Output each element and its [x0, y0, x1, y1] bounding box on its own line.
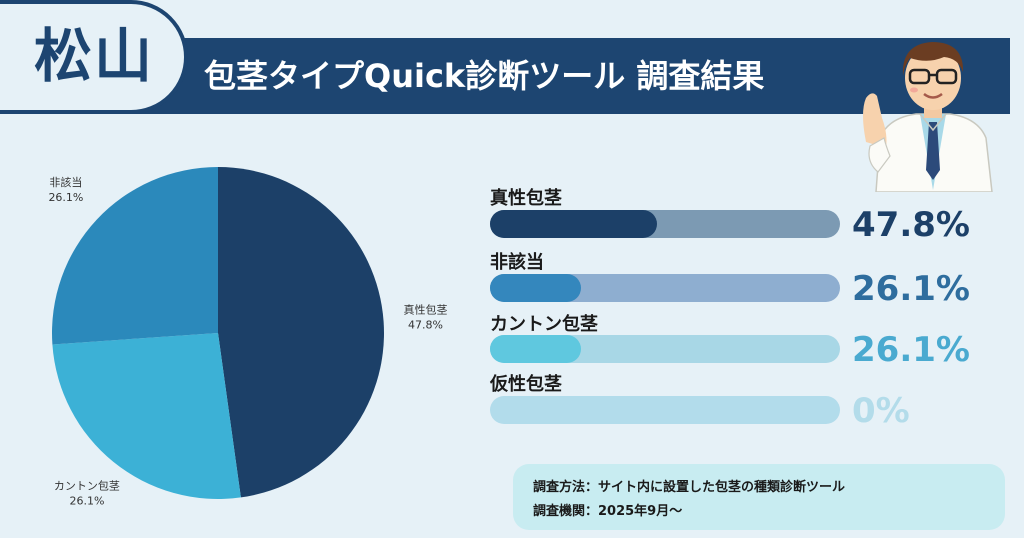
bar-value-shinsei: 47.8% — [852, 205, 970, 245]
slice-shinsei — [218, 167, 384, 498]
bar-label-higaitou: 非該当 — [490, 252, 544, 273]
bar-label-shinsei: 真性包茎 — [490, 188, 562, 209]
bar-value-higaitou: 26.1% — [852, 269, 970, 309]
bar-value-kanton: 26.1% — [852, 330, 970, 370]
bar-label-kanton: カントン包茎 — [490, 314, 598, 335]
survey-method-text: 調査方法：サイト内に設置した包茎の種類診断ツール — [533, 480, 846, 495]
bar-fill-higaitou — [490, 274, 582, 302]
bar-label-kasei: 仮性包茎 — [490, 374, 562, 395]
label-higaitou: 非該当 26.1% — [48, 175, 83, 204]
label-shinsei: 真性包茎 47.8% — [404, 303, 448, 332]
city-badge — [0, 0, 188, 114]
survey-period-text: 調査機関：2025年9月〜 — [533, 504, 683, 519]
bar-fill-kanton — [490, 335, 582, 363]
bar-value-kasei: 0% — [852, 391, 910, 431]
bar-track-shinsei — [490, 210, 840, 238]
city-name: 松山 — [33, 22, 154, 90]
slice-higaitou — [51, 167, 218, 345]
survey-method-box: 調査方法：サイト内に設置した包茎の種類診断ツール 調査機関：2025年9月〜 — [513, 464, 1005, 530]
slice-kanton — [52, 333, 241, 499]
bar-track-kanton — [490, 335, 840, 363]
bar-track-kasei — [490, 396, 840, 424]
bar-track-higaitou — [490, 274, 840, 302]
pie-chart: 真性包茎 47.8% カントン包茎 26.1% 非該当 26.1% — [48, 167, 448, 508]
doctor-illustration — [863, 42, 993, 192]
bar-fill-shinsei — [490, 210, 658, 238]
page-title: 包茎タイプQuick診断ツール 調査結果 — [204, 57, 765, 95]
label-kanton: カントン包茎 26.1% — [54, 480, 120, 508]
